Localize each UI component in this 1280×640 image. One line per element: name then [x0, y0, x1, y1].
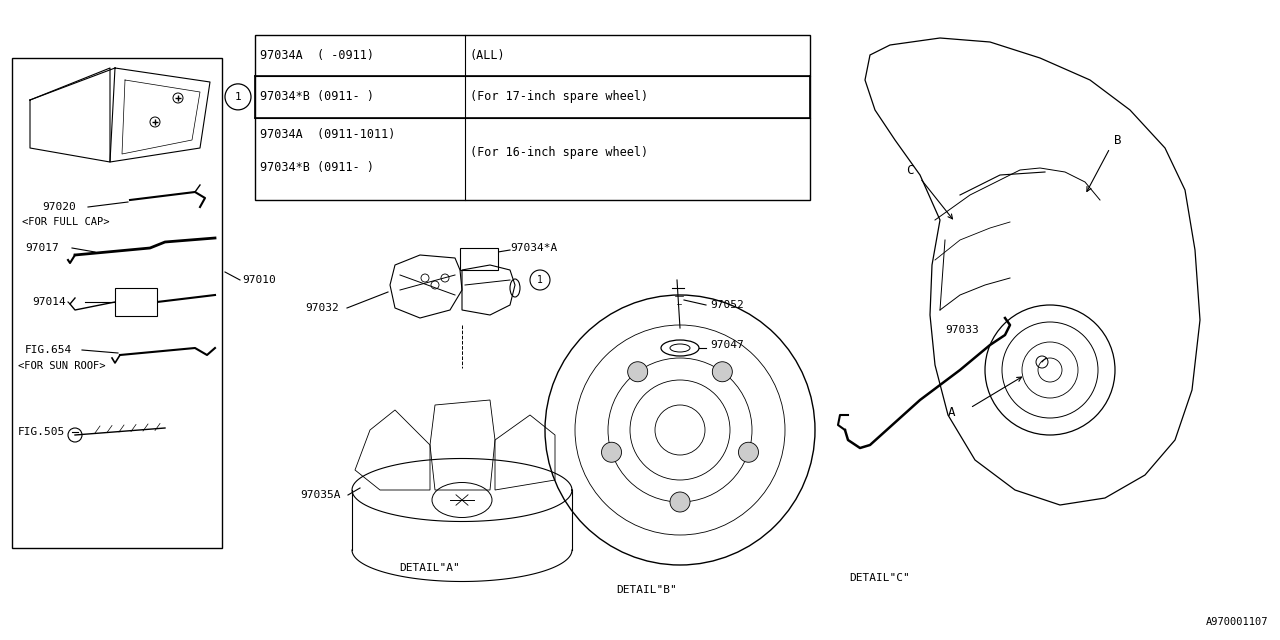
- Text: <FOR SUN ROOF>: <FOR SUN ROOF>: [18, 361, 105, 371]
- Text: 97034*B (0911- ): 97034*B (0911- ): [260, 161, 374, 173]
- Text: 97047: 97047: [710, 340, 744, 350]
- Text: A970001107: A970001107: [1206, 617, 1268, 627]
- Text: 97032: 97032: [305, 303, 339, 313]
- Text: DETAIL"B": DETAIL"B": [617, 585, 677, 595]
- Text: FIG.654: FIG.654: [26, 345, 72, 355]
- Text: 97033: 97033: [945, 325, 979, 335]
- Circle shape: [627, 362, 648, 381]
- Text: A: A: [948, 406, 956, 419]
- Circle shape: [669, 492, 690, 512]
- Text: DETAIL"A": DETAIL"A": [399, 563, 461, 573]
- Text: 97017: 97017: [26, 243, 59, 253]
- Bar: [12, 58, 221, 548]
- Text: (For 17-inch spare wheel): (For 17-inch spare wheel): [470, 90, 648, 104]
- Text: FIG.505: FIG.505: [18, 427, 65, 437]
- Bar: [255, 76, 810, 118]
- Text: B: B: [1115, 134, 1121, 147]
- Text: 97034A  (0911-1011): 97034A (0911-1011): [260, 127, 396, 141]
- Text: (For 16-inch spare wheel): (For 16-inch spare wheel): [470, 146, 648, 159]
- Text: (ALL): (ALL): [470, 49, 506, 62]
- Text: 97014: 97014: [32, 297, 65, 307]
- Text: 97034A  ( -0911): 97034A ( -0911): [260, 49, 374, 62]
- Text: 97035A: 97035A: [300, 490, 340, 500]
- Text: C: C: [906, 163, 914, 177]
- Text: 1: 1: [538, 275, 543, 285]
- Text: 97034*A: 97034*A: [509, 243, 557, 253]
- Text: 97010: 97010: [242, 275, 275, 285]
- Text: <FOR FULL CAP>: <FOR FULL CAP>: [22, 217, 110, 227]
- Bar: [460, 248, 498, 270]
- Text: 97052: 97052: [710, 300, 744, 310]
- Circle shape: [602, 442, 622, 462]
- Text: 97034*B (0911- ): 97034*B (0911- ): [260, 90, 374, 104]
- Text: 1: 1: [234, 92, 242, 102]
- Bar: [115, 288, 157, 316]
- Circle shape: [713, 362, 732, 381]
- Text: 97020: 97020: [42, 202, 76, 212]
- Text: DETAIL"C": DETAIL"C": [850, 573, 910, 583]
- Circle shape: [739, 442, 759, 462]
- Bar: [255, 35, 810, 200]
